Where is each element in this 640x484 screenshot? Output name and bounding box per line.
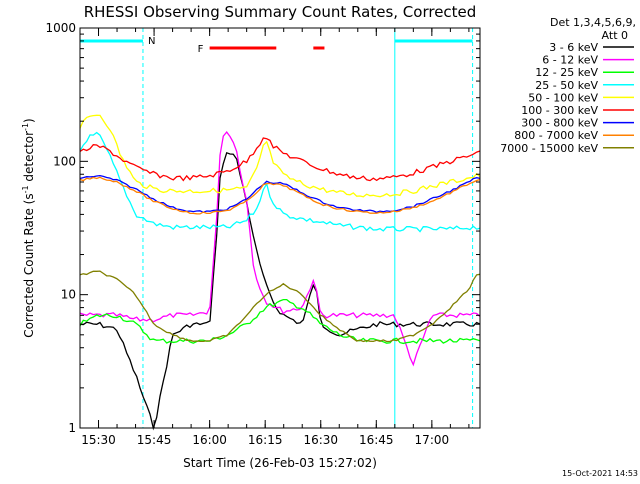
x-tick-label: 16:00 (192, 433, 227, 447)
series-line (79, 174, 481, 214)
legend-entry-label: 6 - 12 keV (542, 54, 598, 67)
series-line (79, 270, 481, 343)
x-tick-label: 16:15 (248, 433, 283, 447)
y-axis-label-mid: detector (22, 131, 36, 186)
y-axis-label-end: ) (22, 118, 36, 123)
series-line (79, 298, 481, 345)
series-line (79, 137, 481, 182)
series-line (79, 131, 481, 233)
legend-entry-label: 12 - 25 keV (535, 66, 598, 79)
legend-entry-label: 50 - 100 keV (528, 91, 598, 104)
x-tick-label: 17:00 (415, 433, 450, 447)
legend-header-line2: Att 0 (602, 29, 628, 42)
y-axis-label: Corrected Count Rate (s-1 detector-1) (21, 118, 36, 337)
x-axis-label: Start Time (26-Feb-03 15:27:02) (183, 456, 377, 470)
flare-markers: F (198, 44, 325, 55)
y-tick-label: 100 (53, 154, 76, 168)
y-tick-label: 10 (61, 288, 76, 302)
flare-label: F (198, 44, 204, 55)
series-line (79, 151, 481, 431)
legend-header-line1: Det 1,3,4,5,6,9, (550, 16, 636, 29)
chart-title: RHESSI Observing Summary Count Rates, Co… (84, 3, 477, 21)
y-axis: 1 10 100 1000 (45, 21, 480, 435)
timestamp: 15-Oct-2021 14:53 (562, 469, 638, 478)
series-line (79, 176, 481, 215)
legend-entry-label: 3 - 6 keV (549, 41, 598, 54)
legend-entry-label: 100 - 300 keV (521, 104, 598, 117)
legend-entry-label: 800 - 7000 keV (514, 129, 598, 142)
y-tick-label: 1 (68, 421, 76, 435)
y-axis-label-sup2: -1 (21, 123, 30, 131)
y-axis-label-sup: -1 (21, 185, 30, 193)
plot-frame (79, 27, 481, 429)
x-tick-label: 16:45 (359, 433, 394, 447)
series-lines (79, 114, 481, 431)
series-line (79, 131, 481, 367)
legend-entry-label: 300 - 800 keV (521, 117, 598, 130)
series-line (79, 114, 481, 198)
x-axis: 15:30 15:45 16:00 16:15 16:30 16:45 17:00 (81, 28, 470, 447)
y-tick-label: 1000 (45, 21, 76, 35)
x-tick-label: 15:30 (81, 433, 116, 447)
legend-entry-label: 7000 - 15000 keV (500, 142, 598, 155)
y-axis-label-main: Corrected Count Rate (s (22, 193, 36, 337)
x-tick-label: 16:30 (303, 433, 338, 447)
legend-entry-label: 25 - 50 keV (535, 79, 598, 92)
x-tick-label: 15:45 (137, 433, 172, 447)
night-label: N (148, 36, 155, 47)
